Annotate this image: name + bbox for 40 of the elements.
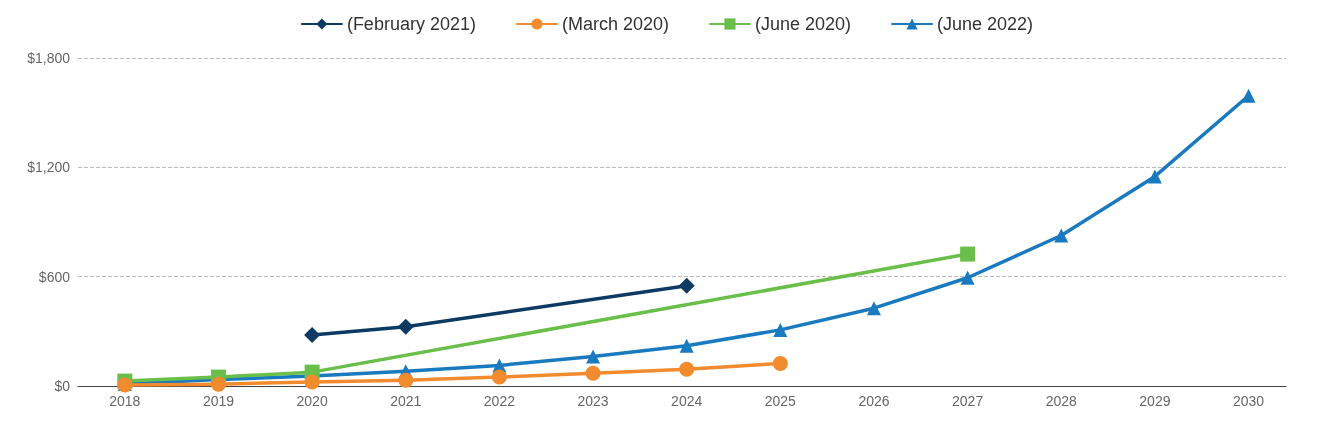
x-tick-label: 2019 bbox=[202, 393, 235, 409]
point bbox=[491, 369, 507, 385]
x-tick-label: 2026 bbox=[858, 393, 890, 409]
point bbox=[585, 365, 601, 381]
x-tick-label: 2024 bbox=[671, 393, 703, 409]
point bbox=[960, 246, 976, 262]
point bbox=[960, 270, 975, 285]
y-tick-label: $1,800 bbox=[27, 50, 71, 66]
x-tick-label: 2022 bbox=[483, 393, 516, 409]
point bbox=[1054, 228, 1069, 243]
x-tick-label: 2018 bbox=[109, 393, 141, 409]
legend-label: (February 2021) bbox=[346, 14, 476, 34]
point bbox=[304, 374, 320, 390]
x-tick-label: 2021 bbox=[390, 393, 422, 409]
y-tick-label: $1,200 bbox=[27, 159, 71, 176]
point bbox=[866, 301, 881, 316]
point bbox=[679, 338, 694, 353]
point bbox=[772, 355, 788, 371]
x-tick-label: 2025 bbox=[764, 393, 797, 409]
legend-label: (June 2022) bbox=[937, 14, 1034, 34]
point bbox=[304, 326, 321, 343]
x-tick-label: 2029 bbox=[1139, 393, 1171, 409]
point bbox=[398, 372, 414, 388]
legend-label: (June 2020) bbox=[754, 14, 852, 34]
point bbox=[678, 277, 695, 294]
x-tick-label: 2023 bbox=[577, 393, 609, 409]
legend-label: (March 2020) bbox=[561, 14, 669, 34]
point bbox=[210, 376, 226, 392]
point bbox=[586, 349, 601, 364]
point bbox=[397, 318, 414, 335]
x-tick-label: 2027 bbox=[952, 393, 984, 409]
y-tick-label: $0 bbox=[54, 378, 71, 394]
point bbox=[679, 361, 695, 377]
x-tick-label: 2020 bbox=[296, 393, 328, 409]
point bbox=[773, 322, 788, 337]
x-tick-label: 2028 bbox=[1045, 393, 1078, 409]
y-tick-label: $600 bbox=[38, 268, 71, 285]
point bbox=[1241, 88, 1256, 103]
point bbox=[1147, 169, 1162, 184]
x-tick-label: 2030 bbox=[1232, 393, 1265, 409]
